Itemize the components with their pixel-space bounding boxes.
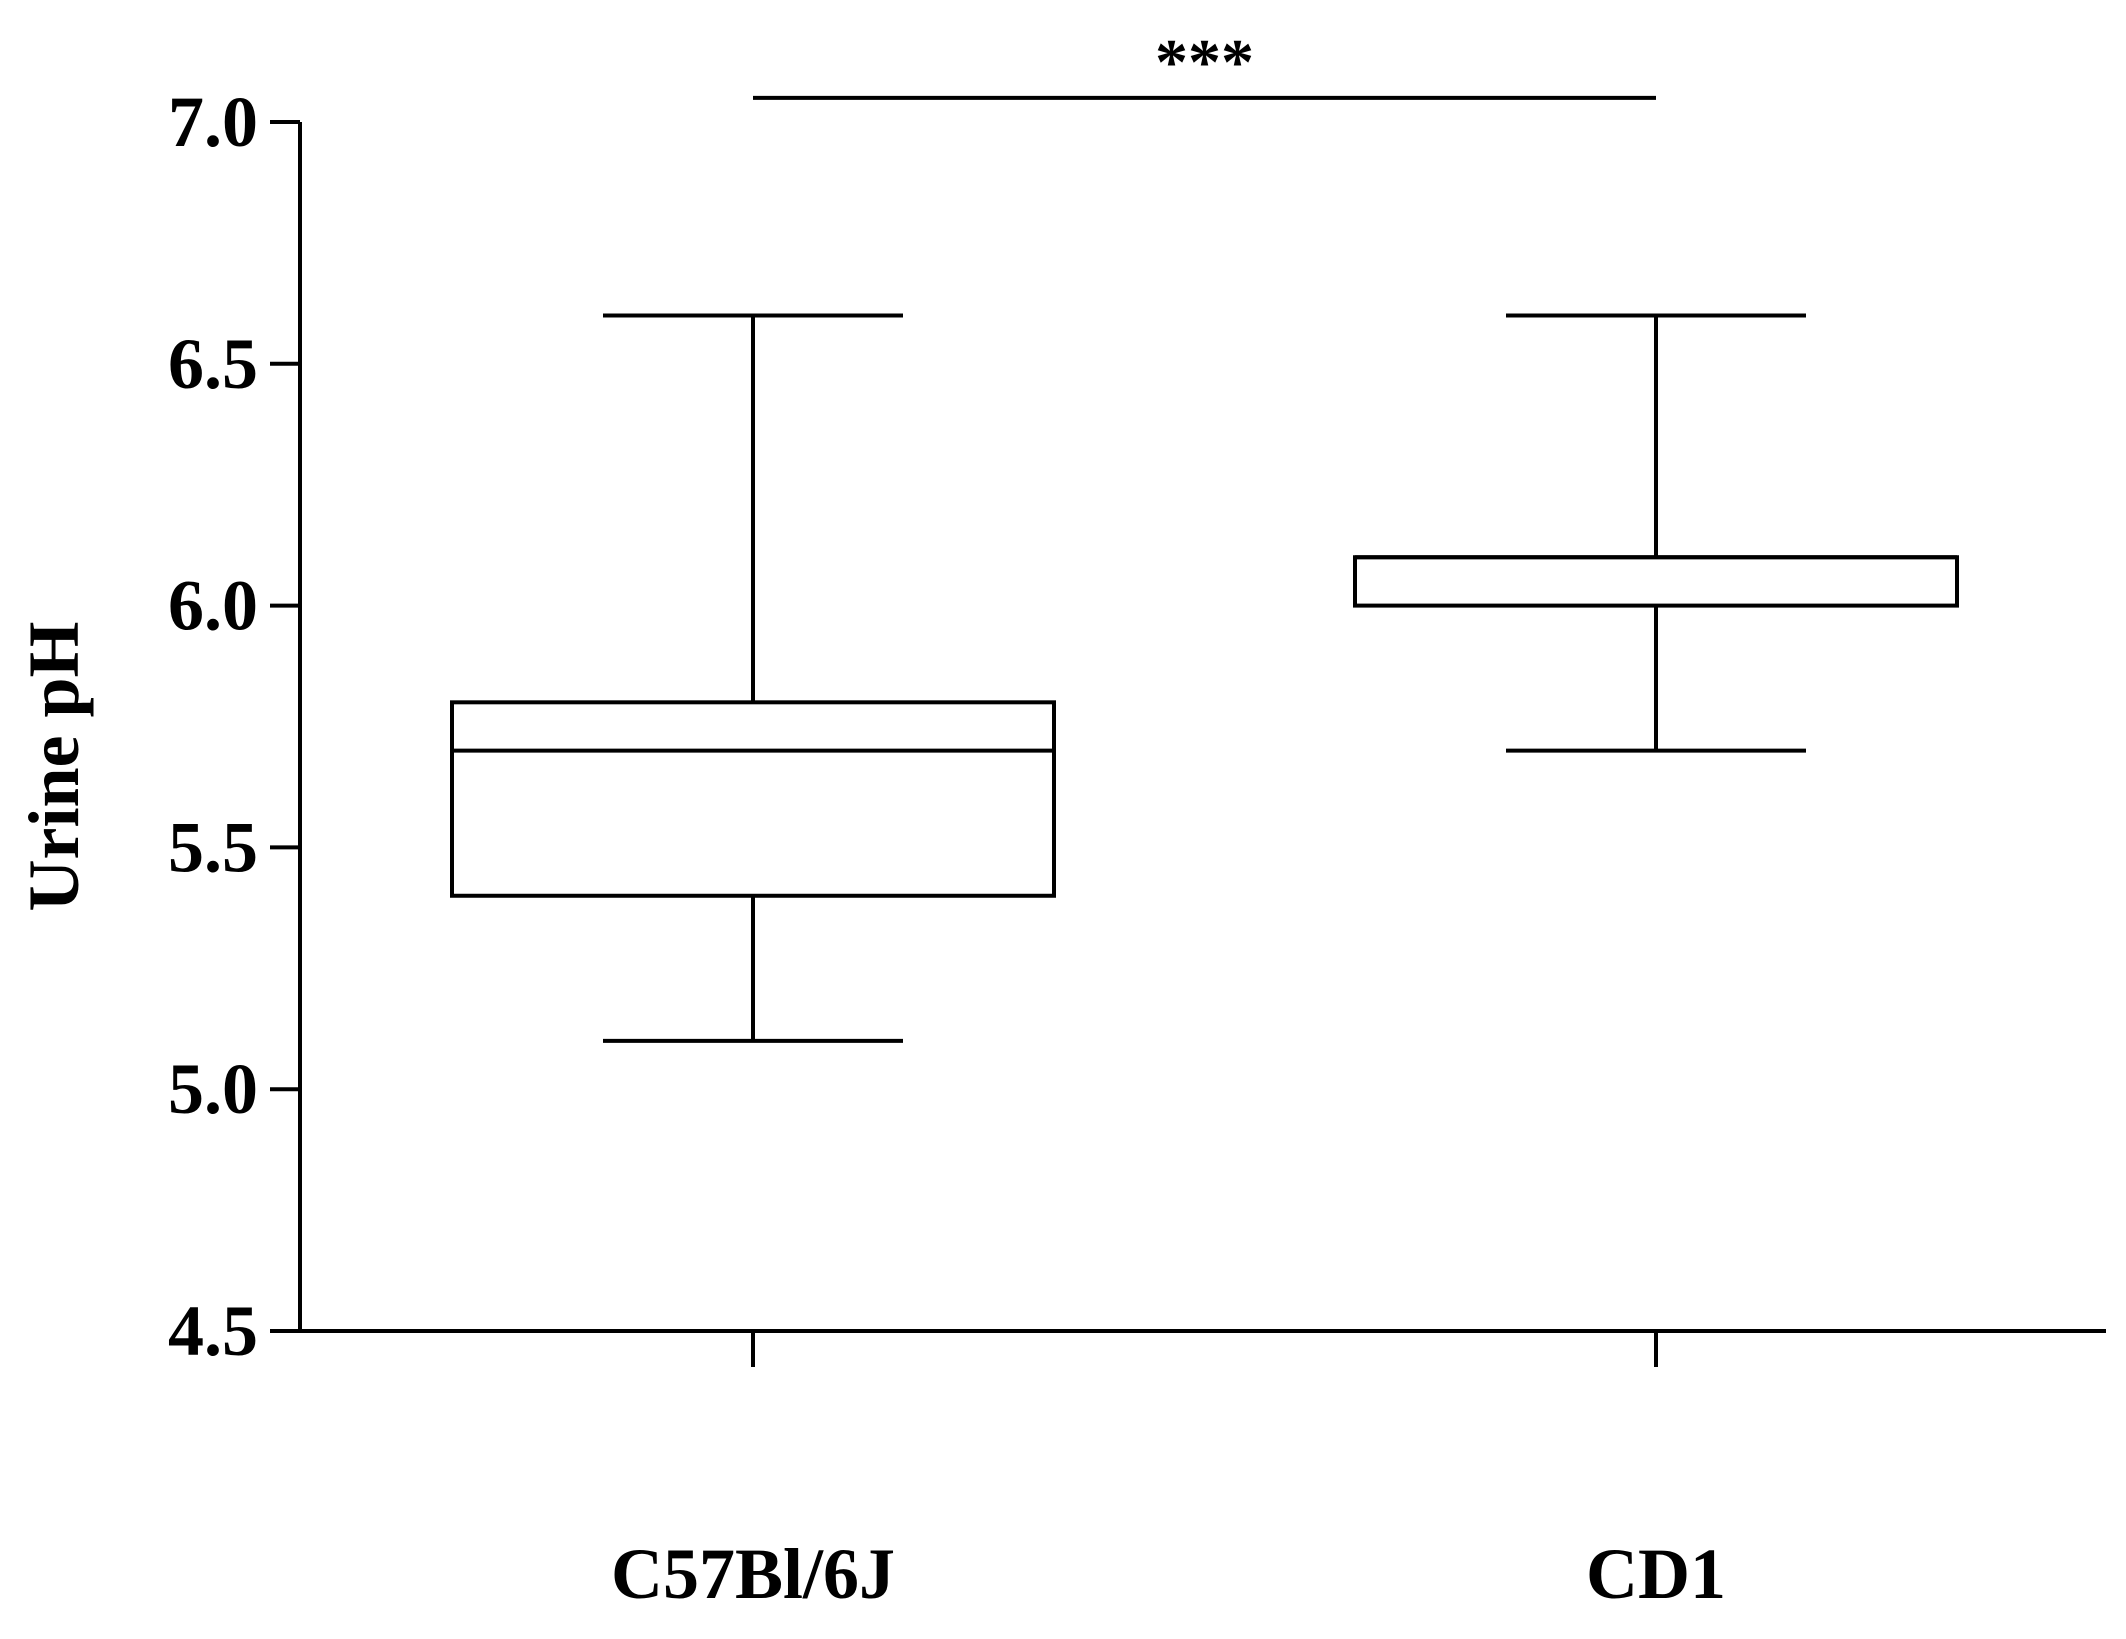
iqr-box [1353,555,1959,608]
y-tick-label: 5.0 [168,1049,258,1129]
x-category-label: C57Bl/6J [611,1534,895,1614]
y-ticks: 4.5 5.0 5.5 6.0 6.5 7.0 [168,82,300,1371]
significance-annotations: *** [753,26,1656,100]
box-c57bl-6j [450,313,1056,1043]
y-tick-label: 4.5 [168,1291,258,1371]
y-tick-label: 6.0 [168,566,258,646]
x-categories: C57Bl/6J CD1 [611,1331,1726,1614]
x-category-label: CD1 [1586,1534,1726,1614]
box-cd1 [1353,313,1959,753]
iqr-box [450,700,1056,898]
significance-label: *** [1155,26,1254,99]
y-axis-title: Urine pH [14,621,94,911]
box-series [450,313,1959,1043]
y-tick-label: 5.5 [168,807,258,887]
y-tick-label: 6.5 [168,324,258,404]
y-tick-label: 7.0 [168,82,258,162]
